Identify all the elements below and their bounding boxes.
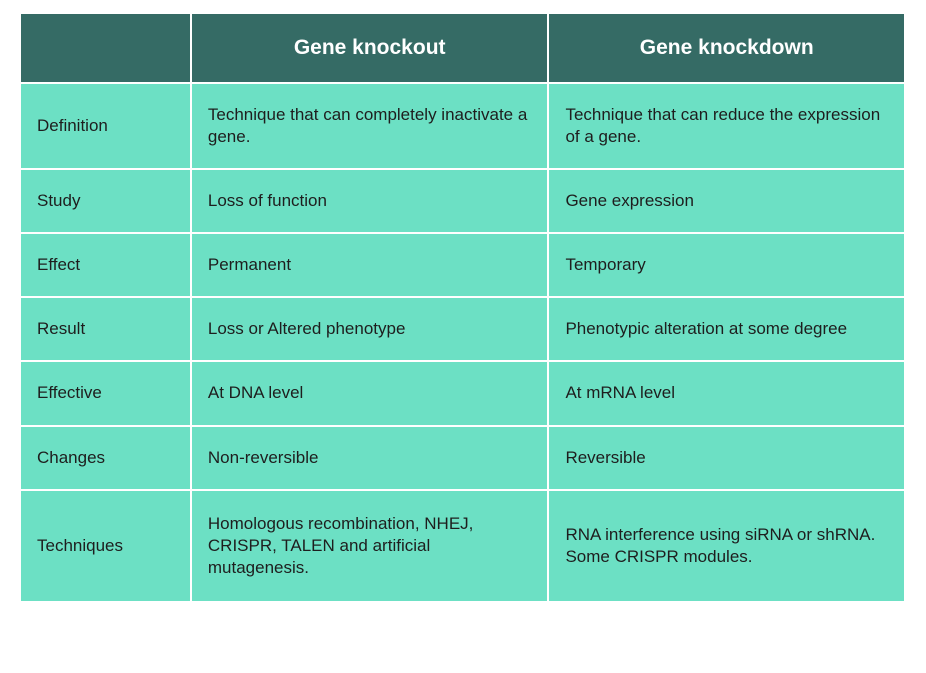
table-header-row: Gene knockout Gene knockdown — [21, 14, 905, 83]
cell-knockout: Technique that can completely inactivate… — [191, 83, 549, 169]
table-row: Definition Technique that can completely… — [21, 83, 905, 169]
row-label: Study — [21, 169, 191, 233]
table-row: Study Loss of function Gene expression — [21, 169, 905, 233]
cell-knockdown: At mRNA level — [548, 361, 905, 425]
cell-knockdown: Gene expression — [548, 169, 905, 233]
table-row: Result Loss or Altered phenotype Phenoty… — [21, 297, 905, 361]
cell-knockout: Loss or Altered phenotype — [191, 297, 549, 361]
cell-knockout: Permanent — [191, 233, 549, 297]
cell-knockdown: Reversible — [548, 426, 905, 490]
row-label: Effect — [21, 233, 191, 297]
header-knockdown: Gene knockdown — [548, 14, 905, 83]
header-empty — [21, 14, 191, 83]
table-row: Changes Non-reversible Reversible — [21, 426, 905, 490]
table-body: Definition Technique that can completely… — [21, 83, 905, 602]
cell-knockout: Loss of function — [191, 169, 549, 233]
cell-knockout: Non-reversible — [191, 426, 549, 490]
table-row: Techniques Homologous recombination, NHE… — [21, 490, 905, 602]
cell-knockout: At DNA level — [191, 361, 549, 425]
cell-knockdown: Technique that can reduce the expression… — [548, 83, 905, 169]
comparison-table: Gene knockout Gene knockdown Definition … — [21, 14, 906, 603]
header-knockout: Gene knockout — [191, 14, 549, 83]
cell-knockout: Homologous recombination, NHEJ, CRISPR, … — [191, 490, 549, 602]
row-label: Techniques — [21, 490, 191, 602]
table-row: Effective At DNA level At mRNA level — [21, 361, 905, 425]
row-label: Changes — [21, 426, 191, 490]
cell-knockdown: RNA interference using siRNA or shRNA. S… — [548, 490, 905, 602]
table-row: Effect Permanent Temporary — [21, 233, 905, 297]
cell-knockdown: Temporary — [548, 233, 905, 297]
row-label: Definition — [21, 83, 191, 169]
row-label: Result — [21, 297, 191, 361]
row-label: Effective — [21, 361, 191, 425]
cell-knockdown: Phenotypic alteration at some degree — [548, 297, 905, 361]
